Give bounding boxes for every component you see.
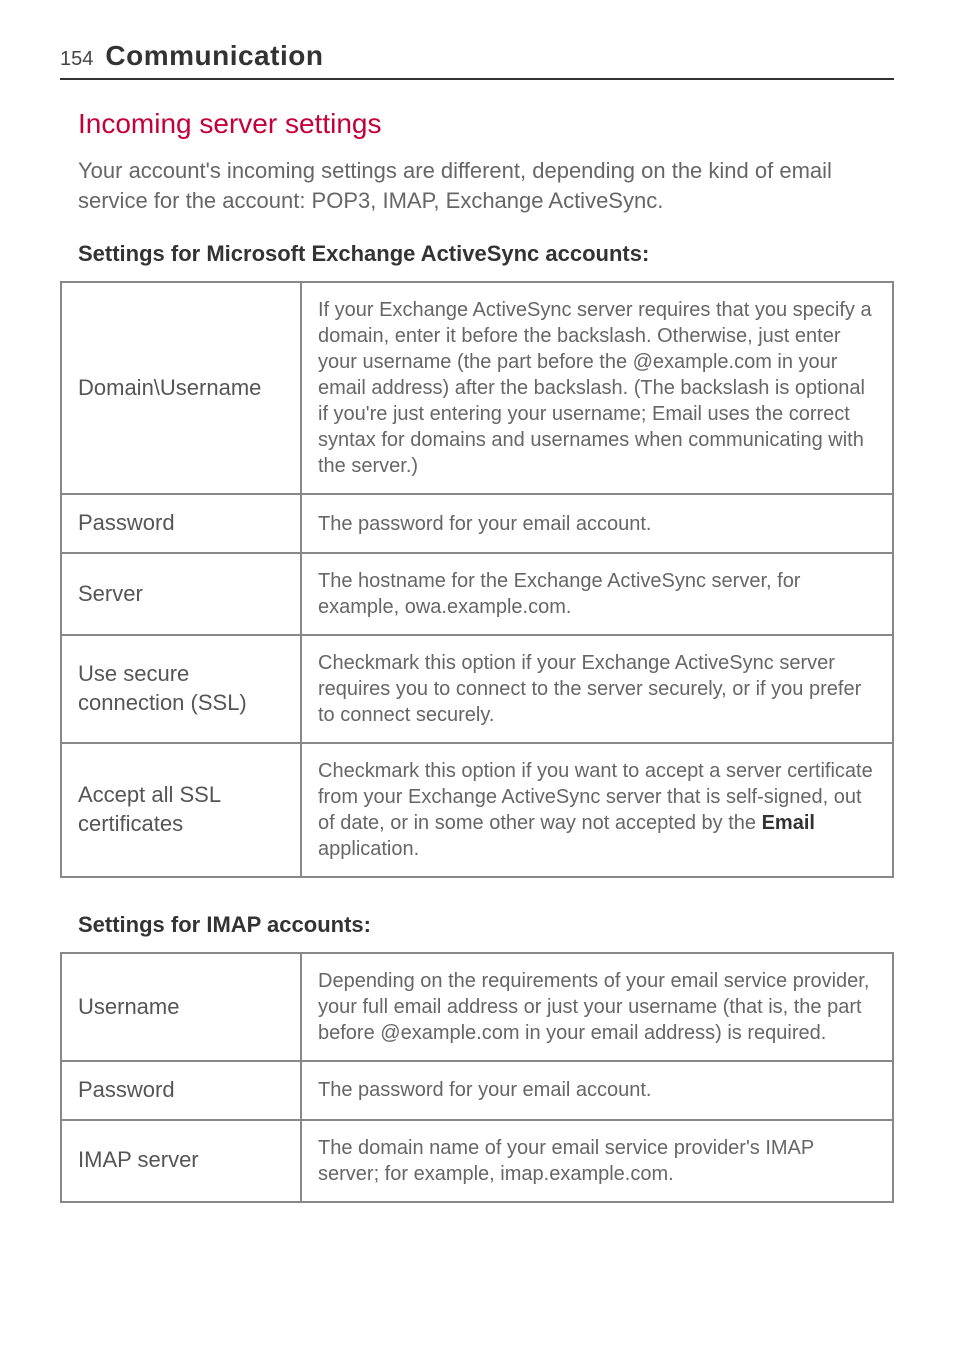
row-desc: Checkmark this option if you want to acc…: [301, 743, 893, 877]
section-title: Communication: [105, 40, 323, 72]
row-label: Domain\Username: [61, 282, 301, 494]
row-desc: The hostname for the Exchange ActiveSync…: [301, 553, 893, 635]
table-row: IMAP server The domain name of your emai…: [61, 1120, 893, 1202]
table-row: Server The hostname for the Exchange Act…: [61, 553, 893, 635]
row-label: Password: [61, 1061, 301, 1120]
table1-heading: Settings for Microsoft Exchange ActiveSy…: [78, 241, 894, 267]
row-desc: Depending on the requirements of your em…: [301, 953, 893, 1061]
table-row: Domain\Username If your Exchange ActiveS…: [61, 282, 893, 494]
table-row: Password The password for your email acc…: [61, 494, 893, 553]
intro-paragraph: Your account's incoming settings are dif…: [78, 156, 894, 215]
row-label: Use secure connection (SSL): [61, 635, 301, 743]
table-row: Accept all SSL certificates Checkmark th…: [61, 743, 893, 877]
page-header: 154 Communication: [60, 40, 894, 80]
row-label: Accept all SSL certificates: [61, 743, 301, 877]
table-row: Password The password for your email acc…: [61, 1061, 893, 1120]
row-label: IMAP server: [61, 1120, 301, 1202]
page-number: 154: [60, 48, 93, 71]
row-desc: If your Exchange ActiveSync server requi…: [301, 282, 893, 494]
row-desc: The password for your email account.: [301, 494, 893, 553]
row-desc: The password for your email account.: [301, 1061, 893, 1120]
desc-post: application.: [318, 838, 419, 860]
page-container: 154 Communication Incoming server settin…: [0, 0, 954, 1372]
row-label: Server: [61, 553, 301, 635]
subsection-heading: Incoming server settings: [78, 108, 894, 140]
exchange-settings-table: Domain\Username If your Exchange ActiveS…: [60, 281, 894, 878]
row-label: Username: [61, 953, 301, 1061]
row-desc: Checkmark this option if your Exchange A…: [301, 635, 893, 743]
row-desc: The domain name of your email service pr…: [301, 1120, 893, 1202]
table-row: Username Depending on the requirements o…: [61, 953, 893, 1061]
desc-bold: Email: [762, 812, 815, 834]
table-row: Use secure connection (SSL) Checkmark th…: [61, 635, 893, 743]
imap-settings-table: Username Depending on the requirements o…: [60, 952, 894, 1203]
table2-heading: Settings for IMAP accounts:: [78, 912, 894, 938]
row-label: Password: [61, 494, 301, 553]
